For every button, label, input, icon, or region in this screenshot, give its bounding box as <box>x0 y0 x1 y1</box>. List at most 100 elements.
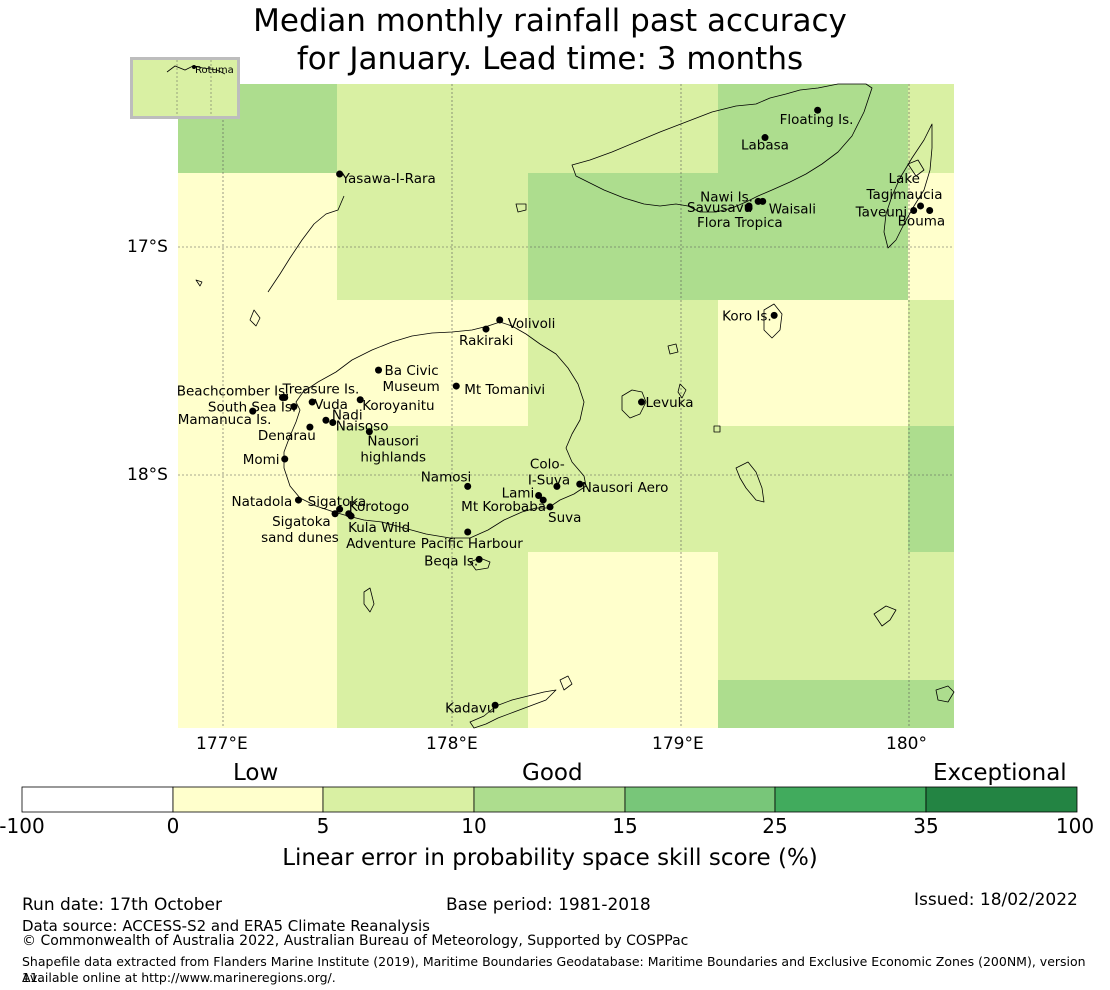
place-label: Momi <box>243 452 280 468</box>
place-label: Colo-I-Suva <box>528 456 570 488</box>
skill-cell <box>178 680 337 728</box>
skill-cell <box>337 300 528 426</box>
rotuma-marker <box>192 65 196 69</box>
coast-ovalau <box>621 389 647 419</box>
coastlines <box>195 83 955 729</box>
coast-kadavu <box>469 689 557 729</box>
place-marker <box>917 202 925 210</box>
colorbar-swatch <box>774 786 927 813</box>
issued-date: Issued: 18/02/2022 <box>914 890 1078 910</box>
lon-tick-179: 179°E <box>652 734 704 754</box>
colorbar-label: Linear error in probability space skill … <box>282 845 818 871</box>
skill-cell <box>528 680 718 728</box>
shapefile-credit-1: Shapefile data extracted from Flanders M… <box>22 954 1086 985</box>
place-marker <box>926 207 934 215</box>
place-marker <box>576 480 584 488</box>
place-marker <box>910 207 918 215</box>
skill-cell <box>528 552 718 680</box>
skill-cell <box>528 426 718 552</box>
place-marker <box>496 316 504 324</box>
place-marker <box>539 496 547 504</box>
place-marker <box>322 416 330 424</box>
title-line-2: for January. Lead time: 3 months <box>296 41 804 77</box>
place-marker <box>770 311 778 319</box>
coast-vatulele <box>363 587 375 613</box>
lon-tick-177: 177°E <box>196 734 248 754</box>
place-label: Nausori highlands <box>360 434 426 466</box>
colorbar-tick-10: 10 <box>461 814 487 838</box>
map-title: Median monthly rainfall past accuracy fo… <box>130 2 970 78</box>
skill-cell <box>908 173 954 300</box>
skill-cell <box>718 680 908 728</box>
coast-lomaiviti-1 <box>667 343 679 355</box>
place-label: Nausori Aero <box>582 480 669 496</box>
title-line-1: Median monthly rainfall past accuracy <box>253 3 847 39</box>
colorbar-cells <box>21 786 1078 813</box>
place-label: Mamanuca Is. <box>178 412 272 428</box>
colorbar-swatch <box>925 786 1078 813</box>
skill-cell <box>337 173 528 300</box>
place-marker <box>759 197 767 205</box>
place-label: Bouma <box>898 214 946 230</box>
place-label: Volivoli <box>508 316 556 332</box>
base-period: Base period: 1981-2018 <box>446 895 651 915</box>
skill-cell <box>718 300 908 426</box>
place-marker <box>294 496 302 504</box>
colorbar-tick-35: 35 <box>913 814 939 838</box>
place-label: Beqa Is. <box>424 553 478 569</box>
colorbar-tick-25: 25 <box>762 814 788 838</box>
place-marker <box>375 366 383 374</box>
place-label: Taveuni <box>855 205 907 221</box>
skill-cell <box>337 426 528 552</box>
place-label: Mt Korobaba <box>461 499 546 515</box>
place-marker <box>278 393 286 401</box>
place-label: Lami <box>502 486 535 502</box>
place-label: Waisali <box>769 201 816 217</box>
place-label: Treasure Is. <box>281 381 359 397</box>
place-marker <box>452 382 460 390</box>
skill-cell <box>908 552 954 680</box>
colorbar-tick-100: 100 <box>1055 814 1095 838</box>
coast-kadavu-isl <box>559 675 573 691</box>
place-marker <box>249 407 257 415</box>
place-label: Suva <box>548 510 581 526</box>
place-label: Mt Tomanivi <box>464 382 545 398</box>
skill-cell <box>718 84 908 173</box>
skill-cell <box>718 552 908 680</box>
coast-lau-1 <box>873 605 897 627</box>
colorbar-swatch <box>473 786 626 813</box>
place-label: Kula Wild Adventure <box>346 520 416 552</box>
place-label: Lake Tagimaucia <box>866 171 943 203</box>
skill-cell <box>718 426 908 552</box>
place-label: Rakiraki <box>459 333 513 349</box>
place-label: Koroyanitu <box>362 398 434 414</box>
skill-cell <box>178 426 337 552</box>
place-marker <box>535 492 543 500</box>
skill-cell <box>908 300 954 426</box>
colorbar-tick-15: 15 <box>612 814 638 838</box>
place-marker <box>546 503 554 511</box>
coast-vanuabalavu <box>907 159 925 177</box>
coast-vanua-levu <box>571 83 873 213</box>
place-marker <box>331 510 339 518</box>
skill-cell <box>908 426 954 552</box>
colorbar <box>21 786 1078 813</box>
lon-tick-180: 180° <box>886 734 927 754</box>
skill-cell <box>528 173 718 300</box>
data-source: Data source: ACCESS-S2 and ERA5 Climate … <box>22 917 430 935</box>
place-marker <box>482 325 490 333</box>
place-label: Denarau <box>258 428 316 444</box>
place-marker <box>553 482 561 490</box>
skill-cell <box>908 680 954 728</box>
place-marker <box>491 701 499 709</box>
skill-cell <box>337 552 528 680</box>
lat-tick-18s: 18°S <box>127 465 168 485</box>
place-label: Vuda <box>314 397 348 413</box>
place-marker <box>306 423 314 431</box>
place-label: Sigatoka sand dunes <box>261 514 339 546</box>
colorbar-swatch <box>21 786 174 813</box>
skill-cell <box>718 173 908 300</box>
colorbar-tick-0: 0 <box>166 814 180 838</box>
